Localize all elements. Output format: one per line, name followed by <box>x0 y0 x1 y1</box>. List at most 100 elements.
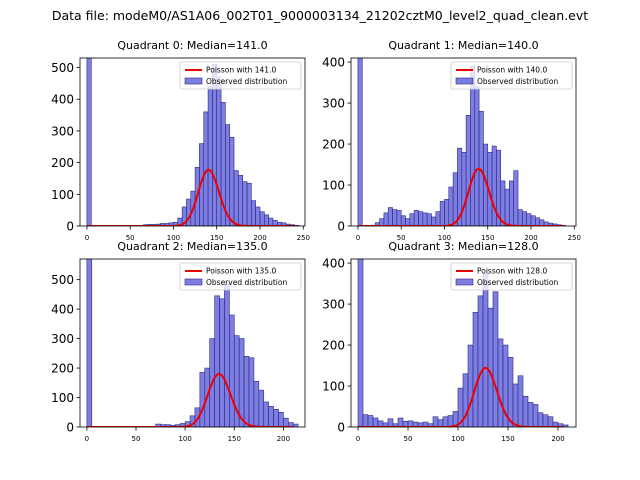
plot-area <box>357 58 566 226</box>
y-tick-label: 500 <box>51 61 74 75</box>
y-tick-label: 100 <box>51 391 74 405</box>
histogram-bar <box>86 259 93 427</box>
y-tick-label: 200 <box>51 156 74 170</box>
legend-box <box>179 61 302 90</box>
x-tick-label: 0 <box>85 234 89 242</box>
y-tick-label: 0 <box>66 220 74 234</box>
y-tick-label: 500 <box>51 273 74 287</box>
histogram-bar <box>283 417 289 427</box>
histogram-bar <box>418 211 424 226</box>
histogram-bar <box>487 307 494 427</box>
histogram-bar <box>405 218 411 226</box>
histogram-bar <box>526 213 532 226</box>
histogram-bar <box>507 357 514 427</box>
histogram-bar <box>383 212 389 226</box>
legend-box <box>450 262 573 291</box>
histogram-bar <box>246 182 252 226</box>
legend-line-label: Poisson with 128.0 <box>477 267 547 276</box>
subplot-title: Quadrant 3: Median=128.0 <box>388 240 538 253</box>
histogram-bar <box>444 199 450 226</box>
histogram-bar <box>547 416 554 427</box>
axes-frame <box>350 57 577 227</box>
histogram-bar <box>207 86 213 226</box>
histogram-bar <box>491 145 497 226</box>
legend: Poisson with 141.0 Observed distribution <box>179 61 302 90</box>
legend-line-label: Poisson with 141.0 <box>206 66 276 75</box>
histogram-bar <box>229 314 235 427</box>
histogram-bar <box>535 217 540 226</box>
histogram-bar <box>238 174 243 226</box>
histogram-bar <box>497 338 504 427</box>
legend-line-label: Poisson with 135.0 <box>206 267 276 276</box>
histogram-bar <box>467 344 474 427</box>
histogram-bar <box>259 211 265 226</box>
histogram-bar <box>522 211 527 226</box>
y-tick-label: 200 <box>322 138 345 152</box>
histogram-bar <box>537 412 544 427</box>
legend: Poisson with 128.0 Observed distribution <box>450 262 573 291</box>
legend-box <box>179 262 302 291</box>
histogram-bar <box>292 423 299 427</box>
subplot-quadrant-3: Quadrant 3: Median=128.0 0 50 100 150 200 0 100… <box>322 240 577 443</box>
y-tick-label: 300 <box>51 124 74 138</box>
histogram-bar <box>517 375 524 427</box>
histogram-bar <box>435 211 441 226</box>
histogram-bar <box>357 58 363 226</box>
histogram-bar <box>219 298 225 427</box>
histogram-bar <box>439 201 445 226</box>
histogram-bar <box>448 186 454 226</box>
legend-bar-label: Observed distribution <box>477 77 558 86</box>
legend-bar-label: Observed distribution <box>477 278 558 287</box>
legend-bar-swatch <box>455 278 474 286</box>
x-tick-label: 100 <box>451 435 464 443</box>
histogram-bar <box>461 151 467 226</box>
histogram-bar <box>367 415 374 427</box>
x-tick-label: 150 <box>228 435 241 443</box>
x-tick-label: 50 <box>397 234 406 242</box>
histogram-bar <box>477 295 484 427</box>
x-tick-label: 250 <box>568 234 581 242</box>
histogram-bar <box>264 214 269 226</box>
legend: Poisson with 140.0 Observed distribution <box>450 61 573 90</box>
y-tick-label: 400 <box>322 257 345 271</box>
y-tick-label: 100 <box>322 380 345 394</box>
histogram-bar <box>530 215 536 226</box>
histogram-bar <box>379 218 385 226</box>
histogram-bar <box>517 209 523 226</box>
x-tick-label: 0 <box>85 435 89 443</box>
histogram-bar <box>472 311 479 427</box>
histogram-bar <box>248 357 255 427</box>
x-tick-label: 150 <box>481 234 494 242</box>
histogram-bar <box>243 355 250 427</box>
histogram-bar <box>400 215 406 226</box>
poisson-curve <box>357 167 566 226</box>
x-tick-label: 0 <box>356 435 360 443</box>
histogram-bar <box>392 209 398 226</box>
y-tick-label: 0 <box>337 220 345 234</box>
histogram-bar <box>229 136 235 226</box>
legend-box <box>450 61 573 90</box>
histogram-bar <box>258 389 265 427</box>
histogram-bar <box>268 406 274 427</box>
x-tick-label: 100 <box>167 234 180 242</box>
subplot-quadrant-1: Quadrant 1: Median=140.0 0 50 100 150 200 250 0… <box>322 39 581 242</box>
y-tick-label: 0 <box>337 421 345 435</box>
histogram-bar <box>447 415 454 427</box>
x-tick-label: 200 <box>253 234 266 242</box>
histogram-bar <box>216 76 222 226</box>
histogram-bar <box>278 411 284 427</box>
histogram-bar <box>253 381 260 427</box>
histogram-bar <box>224 283 230 427</box>
histogram-bar <box>387 207 393 226</box>
histogram-bar <box>492 291 499 427</box>
subplot-quadrant-2: Quadrant 2: Median=135.0 0 50 100 150 200 0 100… <box>51 240 306 443</box>
y-tick-label: 400 <box>51 303 74 317</box>
histogram-bar <box>509 180 514 226</box>
histogram-bar <box>86 58 92 226</box>
histogram-bar <box>387 418 394 427</box>
axes-frame <box>79 258 306 428</box>
histogram-bar <box>372 417 379 427</box>
histogram-bar <box>431 216 437 226</box>
histogram-bar <box>199 372 206 427</box>
